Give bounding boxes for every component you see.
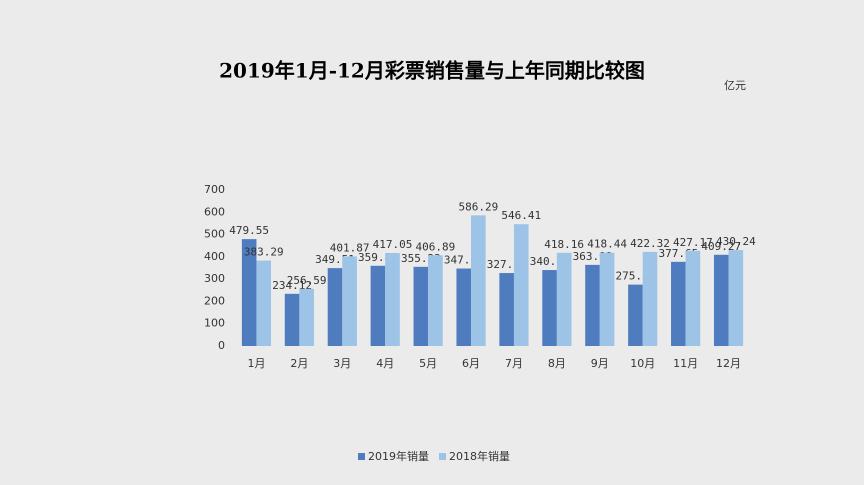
value-label: 234.12	[272, 279, 312, 292]
bar	[585, 264, 600, 346]
bar	[642, 251, 658, 346]
x-tick-label: 8月	[548, 357, 566, 370]
value-label: 427.17	[673, 236, 713, 249]
legend-swatch	[439, 453, 446, 460]
bar	[513, 224, 529, 346]
value-label: 409.27	[701, 240, 741, 253]
x-tick-label: 10月	[630, 357, 655, 370]
bar	[299, 288, 314, 346]
value-label: 401.87	[330, 241, 370, 254]
x-tick-label: 2月	[290, 357, 308, 370]
bar	[342, 256, 357, 346]
y-tick-label: 100	[204, 317, 225, 330]
x-tick-label: 1月	[247, 357, 265, 370]
bar	[628, 284, 643, 346]
y-tick-label: 700	[204, 183, 225, 196]
bar	[428, 255, 443, 346]
unit-label: 亿元	[724, 79, 746, 92]
x-tick-label: 7月	[505, 357, 523, 370]
x-tick-label: 4月	[376, 357, 394, 370]
bar	[499, 273, 514, 346]
bar	[327, 268, 343, 346]
y-tick-label: 500	[204, 228, 225, 241]
y-tick-label: 200	[204, 294, 225, 307]
x-tick-label: 6月	[462, 357, 480, 370]
x-tick-label: 11月	[673, 357, 698, 370]
value-label: 406.89	[416, 240, 456, 253]
value-label: 418.44	[587, 238, 627, 251]
bar	[284, 293, 300, 346]
bar	[685, 250, 701, 346]
value-label: 546.41	[501, 209, 541, 222]
legend-label: 2019年销量	[368, 449, 429, 463]
value-label: 422.32	[630, 237, 670, 250]
value-label: 430.24	[716, 235, 756, 248]
bar	[370, 265, 386, 346]
value-label: 383.29	[244, 246, 284, 259]
y-tick-label: 400	[204, 250, 225, 263]
x-tick-label: 5月	[419, 357, 437, 370]
bar	[713, 254, 729, 346]
bar	[671, 261, 686, 346]
bar	[556, 252, 572, 346]
value-label: 417.05	[373, 238, 413, 251]
bar	[456, 268, 472, 346]
bar	[542, 270, 557, 346]
bar	[256, 260, 272, 346]
y-tick-label: 300	[204, 272, 225, 285]
value-label: 479.55	[229, 224, 269, 237]
bar	[599, 252, 615, 346]
value-label: 586.29	[458, 200, 498, 213]
value-label: 256.59	[287, 274, 327, 287]
legend-swatch	[358, 453, 365, 460]
legend-label: 2018年销量	[449, 449, 510, 463]
chart-title: 2019年1月-12月彩票销售量与上年同期比较图	[219, 59, 645, 83]
bar	[728, 250, 744, 346]
x-tick-label: 12月	[716, 357, 741, 370]
bar	[385, 253, 400, 346]
y-tick-label: 600	[204, 205, 225, 218]
value-label: 418.16	[544, 238, 584, 251]
bar	[413, 266, 429, 346]
bar	[241, 239, 257, 346]
bar	[471, 215, 486, 346]
x-tick-label: 9月	[591, 357, 609, 370]
x-tick-label: 3月	[333, 357, 351, 370]
y-tick-label: 0	[218, 339, 225, 352]
